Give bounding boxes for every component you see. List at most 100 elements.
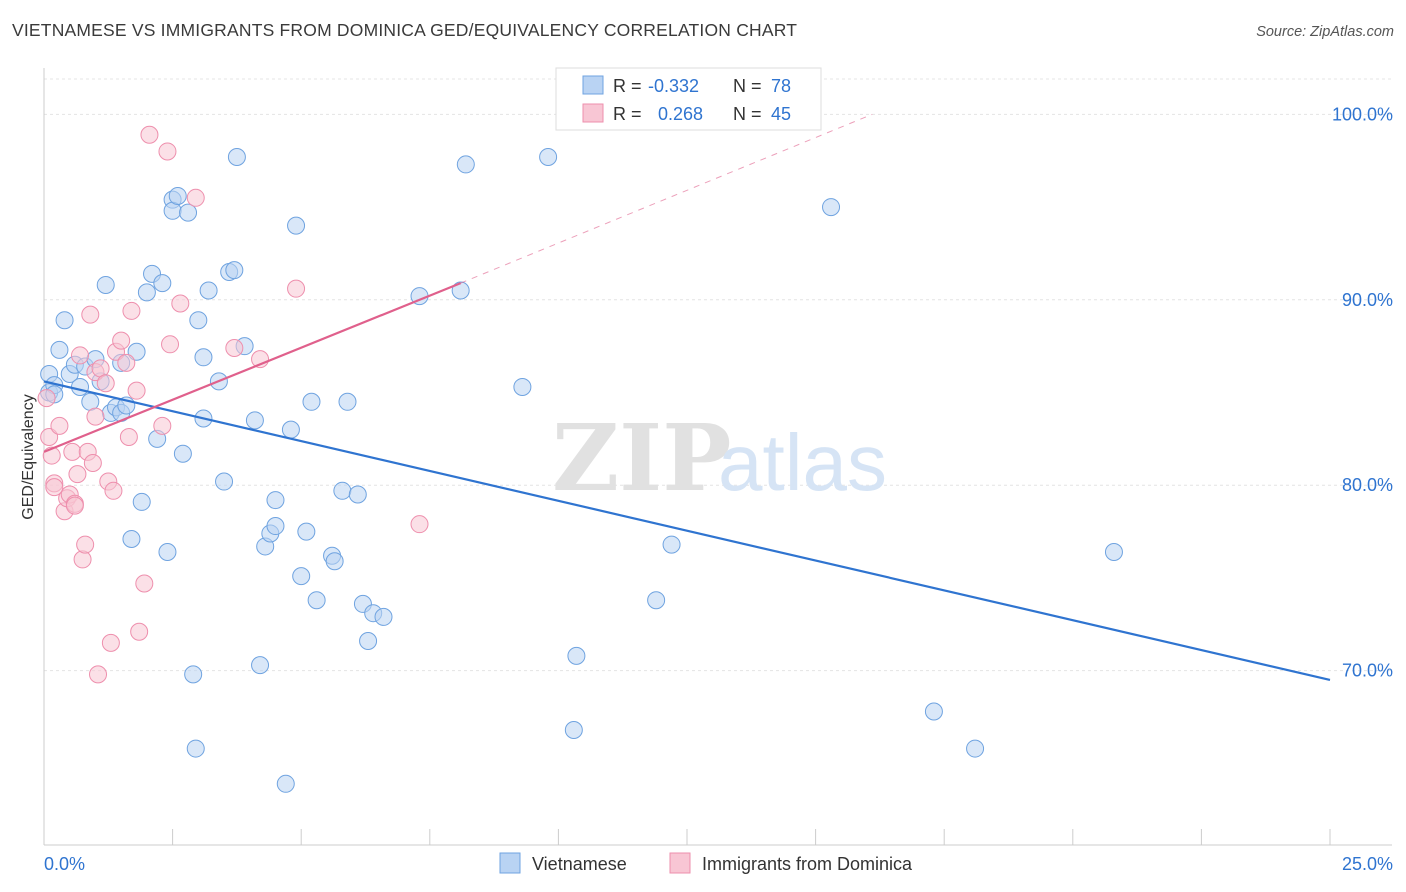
stats-n-label: N = <box>733 104 762 124</box>
vietnamese-point <box>50 340 69 359</box>
dominica-point <box>71 346 90 365</box>
y-axis-label: GED/Equivalency <box>20 394 37 519</box>
gridlines <box>44 78 1392 672</box>
vietnamese-point <box>564 721 583 740</box>
x-tick-label: 25.0% <box>1342 854 1393 874</box>
dominica-point <box>89 665 108 684</box>
vietnamese-point <box>924 702 943 721</box>
vietnamese-point <box>451 281 470 300</box>
vietnamese-point <box>189 311 208 330</box>
dominica-point <box>186 188 205 207</box>
watermark-zip: ZIP <box>552 404 731 512</box>
stats-r-value: -0.332 <box>648 76 699 96</box>
dominica-trend-extension <box>460 113 873 284</box>
legend-label-vietnamese: Vietnamese <box>532 854 627 874</box>
dominica-point <box>104 481 123 500</box>
dominica-point <box>122 301 141 320</box>
dominica-point <box>68 465 87 484</box>
dominica-point <box>127 381 146 400</box>
dominica-point <box>171 294 190 313</box>
vietnamese-point <box>281 420 300 439</box>
watermark: ZIP atlas <box>552 404 887 512</box>
vietnamese-point <box>215 472 234 491</box>
vietnamese-point <box>276 774 295 793</box>
dominica-point <box>96 374 115 393</box>
vietnamese-point <box>513 377 532 396</box>
vietnamese-point <box>225 261 244 280</box>
dominica-point <box>73 550 92 569</box>
vietnamese-point <box>184 665 203 684</box>
vietnamese-point <box>245 411 264 430</box>
vietnamese-point <box>359 632 378 651</box>
stats-r-label: R = <box>613 104 642 124</box>
dominica-point <box>101 633 120 652</box>
stats-n-value: 45 <box>771 104 791 124</box>
vietnamese-point <box>567 646 586 665</box>
watermark-atlas: atlas <box>718 418 887 507</box>
legend-label-dominica: Immigrants from Dominica <box>702 854 913 874</box>
vietnamese-point <box>1104 543 1123 562</box>
series-legend: Vietnamese Immigrants from Dominica <box>499 852 913 874</box>
vietnamese-point <box>325 552 344 571</box>
stats-legend: R = -0.332 N = 78 R = 0.268 N = 45 <box>555 67 822 131</box>
vietnamese-point <box>55 311 74 330</box>
vietnamese-point <box>179 203 198 222</box>
vietnamese-point <box>662 535 681 554</box>
vietnamese-point <box>186 739 205 758</box>
vietnamese-point <box>266 517 285 536</box>
legend-swatch-vietnamese <box>499 852 521 874</box>
source-label: Source: ZipAtlas.com <box>1256 24 1394 40</box>
dominica-point <box>140 125 159 144</box>
vietnamese-point <box>647 591 666 610</box>
vietnamese-point <box>168 186 187 205</box>
vietnamese-point <box>153 274 172 293</box>
vietnamese-point <box>539 148 558 167</box>
dominica-point <box>81 305 100 324</box>
dominica-trend-line <box>43 282 462 453</box>
y-tick-label: 80.0% <box>1342 475 1393 495</box>
y-tick-label: 100.0% <box>1332 104 1393 124</box>
series-points <box>37 125 1123 793</box>
vietnamese-point <box>333 481 352 500</box>
vietnamese-point <box>292 567 311 586</box>
dominica-point <box>50 416 69 435</box>
vietnamese-point <box>348 485 367 504</box>
y-tick-label: 90.0% <box>1342 290 1393 310</box>
dominica-point <box>37 389 56 408</box>
dominica-point <box>45 478 64 497</box>
dominica-point <box>40 428 59 447</box>
dominica-point <box>161 335 180 354</box>
vietnamese-point <box>297 522 316 541</box>
vietnamese-point <box>96 275 115 294</box>
dominica-point <box>119 428 138 447</box>
stats-swatch-dominica <box>582 103 604 123</box>
dominica-point <box>410 515 429 534</box>
vietnamese-point <box>132 492 151 511</box>
dominica-point <box>225 339 244 358</box>
vietnamese-point <box>456 155 475 174</box>
dominica-point <box>112 331 131 350</box>
stats-swatch-vietnamese <box>582 75 604 95</box>
stats-n-label: N = <box>733 76 762 96</box>
vietnamese-point <box>173 444 192 463</box>
vietnamese-point <box>966 739 985 758</box>
dominica-point <box>153 416 172 435</box>
dominica-point <box>76 535 95 554</box>
vietnamese-point <box>199 281 218 300</box>
vietnamese-point <box>374 607 393 626</box>
chart-title: VIETNAMESE VS IMMIGRANTS FROM DOMINICA G… <box>12 20 798 40</box>
vietnamese-point <box>338 392 357 411</box>
vietnamese-trend-line <box>43 380 1331 682</box>
dominica-point <box>63 442 82 461</box>
legend-swatch-dominica <box>669 852 691 874</box>
dominica-point <box>117 353 136 372</box>
vietnamese-point <box>127 342 146 361</box>
vietnamese-point <box>822 198 841 217</box>
dominica-point <box>135 574 154 593</box>
vietnamese-point <box>137 283 156 302</box>
vietnamese-point <box>266 491 285 510</box>
vietnamese-point <box>71 377 90 396</box>
dominica-point <box>65 496 84 515</box>
vietnamese-point <box>251 656 270 675</box>
